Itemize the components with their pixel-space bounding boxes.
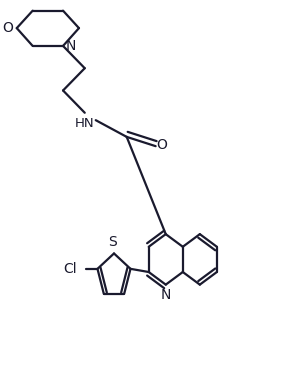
Text: O: O: [156, 138, 167, 152]
Text: Cl: Cl: [64, 262, 77, 276]
Text: S: S: [108, 235, 117, 249]
Text: O: O: [3, 21, 13, 35]
Text: N: N: [66, 39, 76, 53]
Text: HN: HN: [75, 117, 95, 131]
Text: N: N: [161, 288, 171, 302]
